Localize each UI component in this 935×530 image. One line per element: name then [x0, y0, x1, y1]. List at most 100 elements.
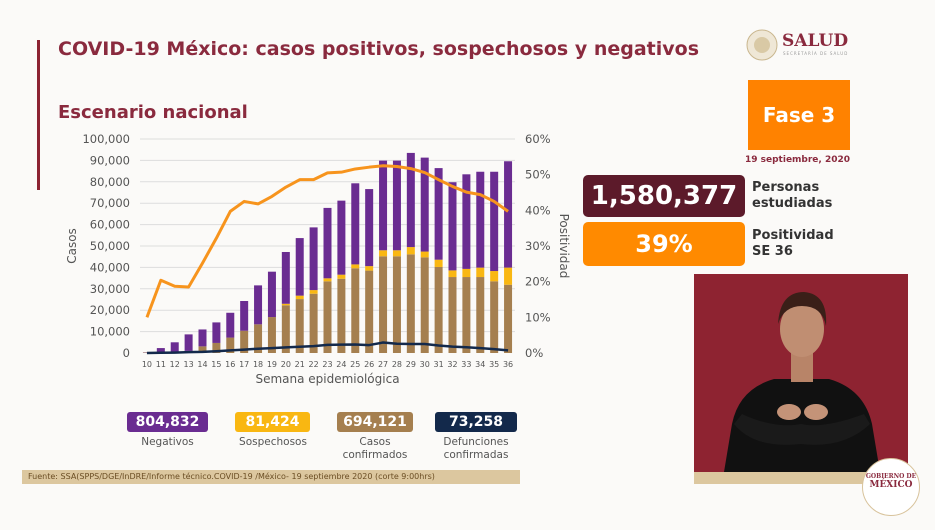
- bar-sospechosos: [490, 271, 499, 282]
- chart: 0 10,000 20,000 30,000 40,000 50,000 60,000 70,…: [65, 132, 571, 386]
- x-tick-label: 15: [211, 360, 221, 369]
- bar-sospechosos: [392, 250, 401, 257]
- x-tick-label: 25: [350, 360, 360, 369]
- bar-sospechosos: [448, 270, 457, 278]
- bar-confirmados: [281, 305, 290, 353]
- stat-sospechosos-label: Sospechosos: [239, 436, 307, 448]
- bar-confirmados: [267, 317, 276, 353]
- bar-confirmados: [240, 330, 249, 353]
- bar-confirmados: [406, 254, 415, 353]
- bar-confirmados: [198, 346, 207, 353]
- bar-sospechosos: [337, 274, 346, 279]
- bar-negativos: [281, 251, 290, 304]
- bar-negativos: [212, 322, 221, 343]
- bar-sospechosos: [309, 290, 318, 294]
- x-tick-label: 24: [336, 360, 346, 369]
- positivity-value: 39%: [583, 222, 745, 266]
- bar-negativos: [337, 200, 346, 275]
- bar-negativos: [351, 183, 360, 265]
- y-tick-label: 20,000: [90, 303, 130, 317]
- y2-tick-label: 40%: [525, 203, 551, 217]
- label-line: Personas: [752, 180, 820, 195]
- y2-tick-label: 0%: [525, 346, 543, 360]
- bar-sospechosos: [504, 267, 513, 285]
- y-tick-label: 70,000: [90, 196, 130, 210]
- y-tick-label: 80,000: [90, 175, 130, 189]
- y-axis-label: Casos: [65, 228, 79, 264]
- page-title: COVID-19 México: casos positivos, sospec…: [58, 38, 699, 60]
- x-tick-label: 34: [475, 360, 485, 369]
- source-note: Fuente: SSA(SPPS/DGE/InDRE/Informe técni…: [22, 470, 520, 484]
- y-tick-label: 100,000: [82, 132, 130, 146]
- x-tick-label: 33: [461, 360, 471, 369]
- x-tick-label: 30: [420, 360, 430, 369]
- label-line: Positividad: [752, 228, 834, 243]
- people-studied-label: Personas estudiadas: [752, 180, 832, 212]
- x-tick-label: 27: [378, 360, 388, 369]
- x-tick-label: 12: [170, 360, 180, 369]
- bar-sospechosos: [281, 303, 290, 306]
- bar-confirmados: [254, 324, 263, 353]
- y2-tick-label: 20%: [525, 275, 551, 289]
- gob-logo-text: GOBIERNO DE MÉXICO: [865, 473, 917, 490]
- bar-negativos: [323, 207, 332, 279]
- y2-tick-label: 50%: [525, 168, 551, 182]
- x-tick-label: 10: [142, 360, 152, 369]
- y-tick-label: 0: [123, 346, 130, 360]
- x-tick-label: 20: [281, 360, 291, 369]
- y2-axis-label: Positividad: [557, 214, 571, 279]
- stat-negativos-value: 804,832: [127, 412, 208, 432]
- y-tick-label: 60,000: [90, 218, 130, 232]
- video-footer-bar: [694, 472, 908, 484]
- bar-confirmados: [226, 337, 235, 353]
- x-tick-label: 14: [197, 360, 207, 369]
- bar-confirmados: [392, 256, 401, 353]
- x-axis-label: Semana epidemiológica: [255, 372, 399, 386]
- stat-negativos-label: Negativos: [141, 436, 194, 448]
- bar-sospechosos: [365, 266, 374, 271]
- stat-sospechosos-value: 81,424: [235, 412, 310, 432]
- stat-confirmados-value: 694,121: [337, 412, 413, 432]
- coat-of-arms-icon: [746, 29, 778, 61]
- interpreter-figure: [724, 292, 880, 472]
- stat-defunciones-value: 73,258: [435, 412, 517, 432]
- salud-logo: SALUD: [782, 31, 849, 51]
- phase-badge: Fase 3: [748, 80, 850, 150]
- bar-sospechosos: [476, 267, 485, 278]
- line-defunciones: [146, 341, 509, 355]
- bar-sospechosos: [420, 251, 429, 258]
- bar-negativos: [365, 189, 374, 267]
- x-tick-label: 19: [267, 360, 277, 369]
- bar-negativos: [156, 348, 165, 353]
- x-tick-label: 28: [392, 360, 402, 369]
- bar-negativos: [406, 152, 415, 248]
- y-tick-label: 30,000: [90, 282, 130, 296]
- report-date: 19 septiembre, 2020: [745, 155, 851, 165]
- y-tick-label: 50,000: [90, 239, 130, 253]
- x-tick-label: 31: [434, 360, 444, 369]
- x-tick-label: 32: [447, 360, 457, 369]
- bar-sospechosos: [379, 250, 388, 257]
- bar-negativos: [434, 168, 443, 260]
- bar-confirmados: [476, 277, 485, 353]
- y-tick-label: 10,000: [90, 325, 130, 339]
- bar-negativos: [295, 238, 304, 296]
- bar-confirmados: [434, 266, 443, 353]
- x-tick-label: 35: [489, 360, 499, 369]
- people-studied-value: 1,580,377: [583, 175, 745, 217]
- positivity-label: Positividad SE 36: [752, 228, 834, 260]
- bar-negativos: [420, 157, 429, 252]
- bar-negativos: [267, 271, 276, 318]
- bar-sospechosos: [323, 278, 332, 282]
- bar-negativos: [504, 161, 513, 268]
- x-tick-label: 23: [322, 360, 332, 369]
- bar-negativos: [170, 342, 179, 352]
- bar-confirmados: [490, 281, 499, 353]
- sign-language-interpreter-video: [694, 274, 908, 472]
- x-tick-label: 29: [406, 360, 416, 369]
- x-tick-label: 21: [295, 360, 305, 369]
- bar-confirmados: [309, 293, 318, 353]
- bar-confirmados: [504, 284, 513, 353]
- bar-confirmados: [420, 257, 429, 353]
- bar-sospechosos: [462, 268, 471, 278]
